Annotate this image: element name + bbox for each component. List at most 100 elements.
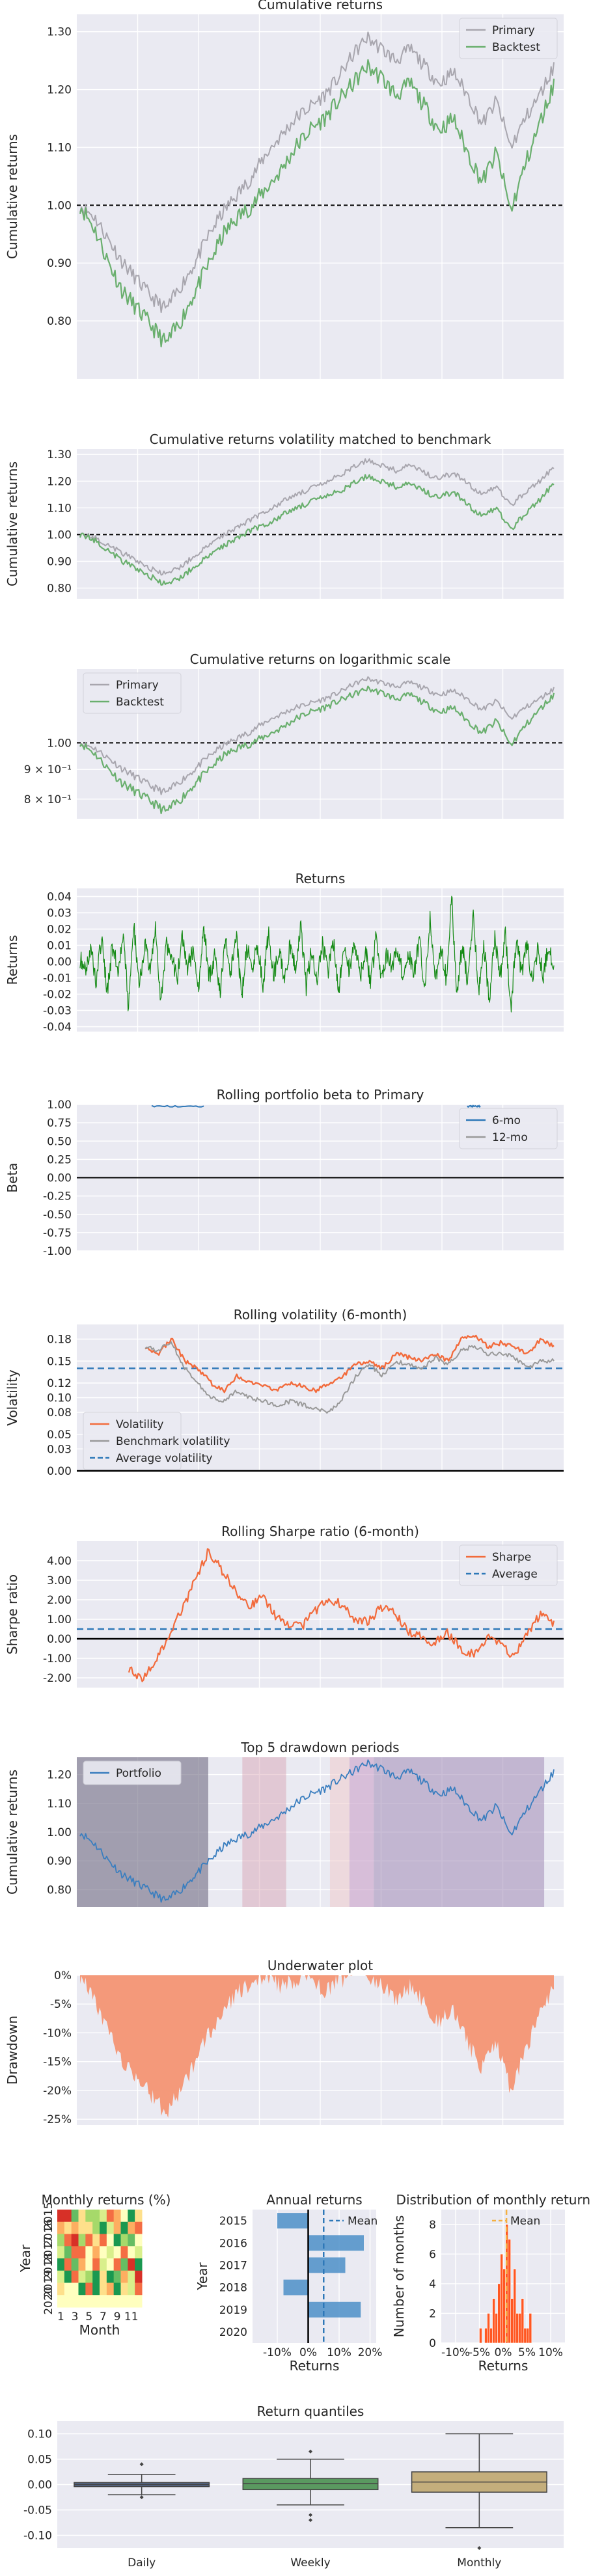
y-tick-label: 8 × 10⁻¹ [24,793,72,806]
legend-label: Primary [492,24,535,37]
heatmap-cell [85,2221,93,2234]
y-tick-label: 0.15 [47,1355,72,1368]
y-tick-label: 0.00 [47,1465,72,1478]
histogram-bar [518,2313,522,2344]
series-line-primary [79,458,555,576]
heatmap-cell [71,2295,79,2308]
y-tick-label: 2017 [219,2259,247,2272]
heatmap-cell [100,2258,107,2271]
histogram-bar [495,2313,498,2344]
y-axis-label: Returns [5,935,20,985]
y-axis-label: Cumulative returns [5,134,20,259]
y-tick-label: 0.12 [47,1377,72,1390]
y-tick-label: -0.03 [43,1005,72,1018]
y-tick-label: 0.03 [47,1443,72,1456]
x-axis-label: Returns [478,2358,529,2374]
x-tick-label: Daily [128,2556,156,2569]
x-tick-label: 10% [327,2346,351,2359]
y-tick-label: -1.00 [43,1652,72,1665]
heatmap-cell [120,2234,128,2247]
y-tick-label: 0.80 [47,315,72,328]
y-tick-label: 4.00 [47,1555,72,1568]
legend-box [459,1544,558,1586]
outlier-marker [309,2513,312,2517]
y-tick-label: 1.10 [47,502,72,515]
heatmap-cell [120,2258,128,2271]
heatmap-cell [57,2234,65,2247]
heatmap-cell [92,2258,100,2271]
x-tick-label: 1 [57,2310,64,2323]
heatmap-cell [106,2210,115,2223]
legend-label: Average [492,1568,538,1581]
y-tick-label: -0.01 [43,972,72,985]
y-tick-label: 0 [429,2337,436,2350]
x-tick-label: 5 [85,2310,92,2323]
heatmap-cell [85,2246,93,2259]
histogram-bar [479,2327,482,2344]
chart-title: Top 5 drawdown periods [240,1740,399,1755]
y-tick-label: -5% [50,1998,72,2011]
heatmap-cell [135,2270,143,2283]
y-tick-label: 0.02 [47,924,72,937]
y-tick-label: 2017 [42,2236,55,2264]
chart-title: Cumulative returns volatility matched to… [150,432,491,447]
chart-panel-8: Underwater plot Drawdown 0% -5% -10% -15% -20%… [5,1958,564,2126]
y-axis-label: Drawdown [5,2016,20,2085]
quantile-box [242,2478,379,2491]
heatmap-cell [92,2270,100,2283]
heatmap-cell [64,2270,72,2283]
annual-return-bar [283,2279,309,2295]
y-tick-label: 2 [429,2307,436,2320]
legend-label: Mean [510,2215,540,2228]
heatmap-cell [113,2270,121,2283]
heatmap-cell [106,2258,115,2271]
y-tick-label: -0.75 [43,1227,72,1240]
y-tick-label: 3.00 [47,1574,72,1587]
heatmap-cell [57,2270,65,2283]
y-tick-label: 2016 [42,2219,55,2247]
series-line-backtest [79,685,555,814]
heatmap-cell [64,2221,72,2234]
y-tick-label: -25% [43,2113,72,2126]
y-tick-label: 2015 [219,2215,247,2228]
heatmap-cell [92,2246,100,2259]
y-tick-label: 2019 [42,2269,55,2297]
legend-box [459,18,558,59]
y-tick-label: 0.80 [47,582,72,596]
heatmap-cell [120,2210,128,2223]
drawdown-period-band [329,1757,350,1907]
y-axis-label: Cumulative returns [5,1770,20,1895]
heatmap-cell [113,2221,121,2234]
y-tick-label: 1.00 [47,199,72,212]
chart-title: Rolling volatility (6-month) [234,1307,407,1322]
x-tick-label: 10% [538,2346,563,2359]
legend-label: Portfolio [116,1767,161,1780]
y-tick-label: 1.20 [47,1769,72,1782]
y-tick-label: 1.20 [47,84,72,97]
y-tick-label: 0.01 [47,940,72,953]
heatmap-cell [71,2234,79,2247]
heatmap-cell [64,2210,72,2223]
y-tick-label: 1.00 [47,1099,72,1112]
heatmap-cell [85,2282,93,2295]
chart-title: Annual returns [266,2192,362,2208]
heatmap-cell [135,2258,143,2271]
x-tick-label: Weekly [290,2556,330,2569]
chart-panel-4: Rolling portfolio beta to Primary Beta -1.… [5,1087,564,1258]
y-tick-label: 0.05 [27,2454,52,2467]
chart-panel-1: Cumulative returns volatility matched to… [5,432,564,599]
y-tick-label: -0.50 [43,1209,72,1222]
x-tick-label: 9 [114,2310,121,2323]
y-tick-label: 0.00 [47,956,72,969]
heatmap-cell [71,2282,79,2295]
y-tick-label: 0.00 [27,2479,52,2492]
legend-label: Volatility [116,1418,163,1431]
chart-title: Returns [296,871,346,886]
chart-title: Cumulative returns on logarithmic scale [190,651,451,667]
y-tick-label: 1.10 [47,141,72,154]
histogram-bar [484,2327,488,2344]
histogram-bar [521,2298,525,2344]
heatmap-cell [128,2258,135,2271]
chart-panel-5: Rolling volatility (6-month) Volatility 0.… [5,1307,564,1478]
histogram-bar [508,2239,511,2344]
